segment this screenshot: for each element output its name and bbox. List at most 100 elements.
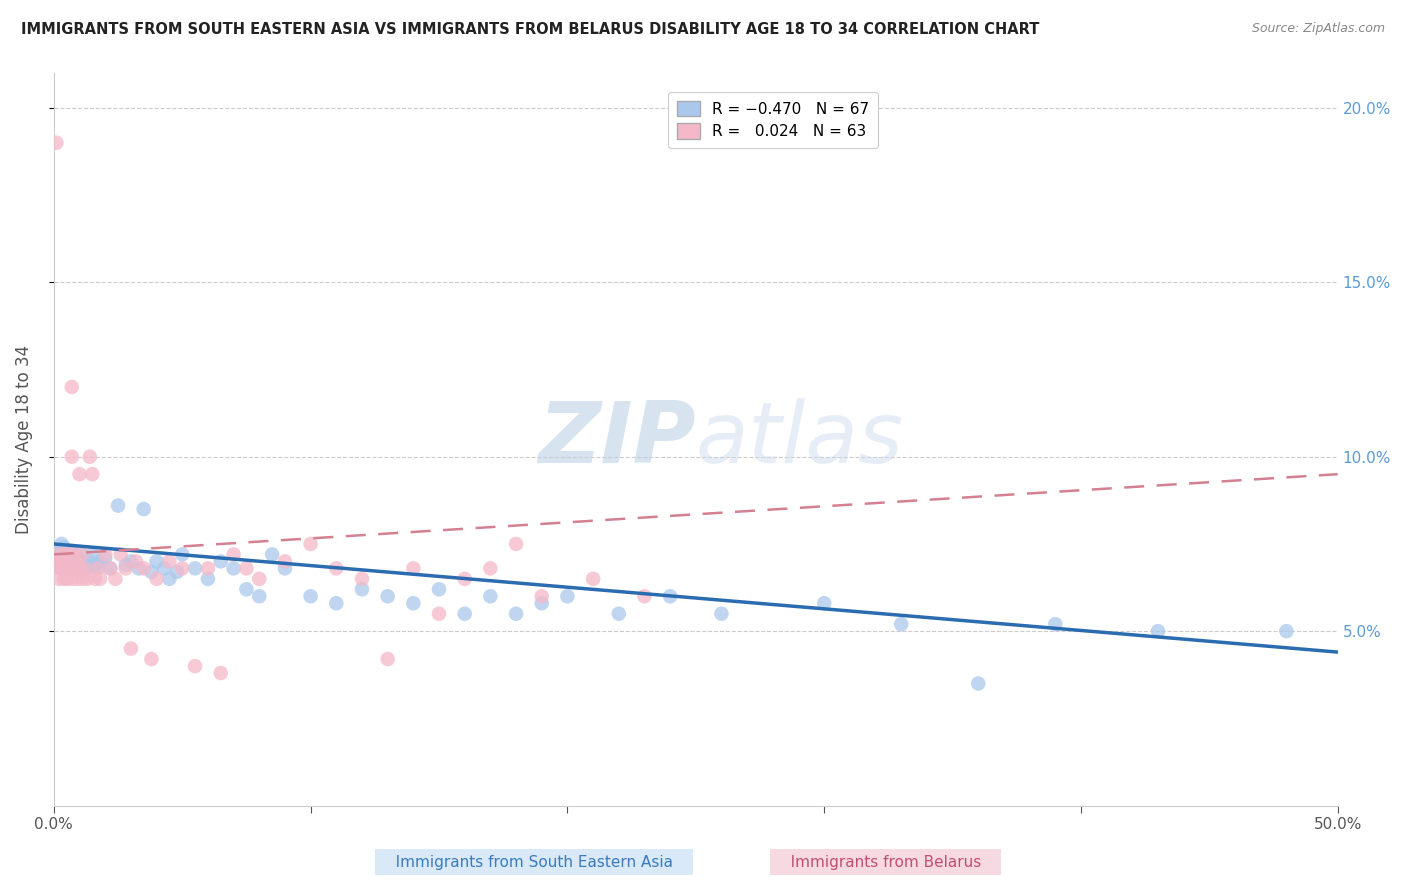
Point [222,548,245,562]
Point [247,572,270,586]
Point [262,548,284,562]
Point [505,607,527,621]
Point [73,561,96,575]
Point [63,548,86,562]
Point [79,450,101,464]
Point [132,502,155,516]
Point [69,561,91,575]
Point [86,561,108,575]
Point [48,548,70,562]
Point [209,554,232,568]
Point [299,589,322,603]
Point [98,561,121,575]
Point [813,596,835,610]
Point [967,676,990,690]
Point [84,558,107,572]
Point [299,537,322,551]
Point [247,589,270,603]
Point [55,554,77,568]
Point [82,467,104,482]
Point [153,561,176,575]
Point [505,537,527,551]
Point [1275,624,1298,639]
Point [70,548,93,562]
Point [60,544,83,558]
Point [89,572,111,586]
Point [58,550,80,565]
Point [45,136,67,150]
Text: ZIP: ZIP [538,398,696,481]
Text: Immigrants from Belarus: Immigrants from Belarus [776,855,995,870]
Point [53,541,76,555]
Point [53,572,76,586]
Point [70,572,93,586]
Point [274,554,297,568]
Point [63,561,86,575]
Point [157,572,180,586]
Point [350,572,373,586]
Point [76,561,98,575]
Point [1045,617,1067,632]
Point [76,572,98,586]
Point [427,582,450,597]
Point [70,548,93,562]
Point [98,561,121,575]
Point [114,561,136,575]
Point [454,572,477,586]
Point [557,589,579,603]
Point [55,572,77,586]
Point [235,561,257,575]
Text: Immigrants from South Eastern Asia: Immigrants from South Eastern Asia [381,855,688,870]
Point [582,572,605,586]
Point [377,589,399,603]
Point [141,565,163,579]
Point [710,607,733,621]
Point [107,499,129,513]
Point [48,548,70,562]
Point [66,554,89,568]
Point [89,554,111,568]
Point [79,554,101,568]
Text: atlas: atlas [696,398,904,481]
Point [184,659,207,673]
Point [427,607,450,621]
Point [141,652,163,666]
Point [350,582,373,597]
Point [209,666,232,681]
Point [66,572,89,586]
Point [69,467,91,482]
Point [890,617,912,632]
Point [607,607,630,621]
Point [110,548,132,562]
Point [63,554,86,568]
Point [55,548,77,562]
Legend: R = −0.470   N = 67, R =   0.024   N = 63: R = −0.470 N = 67, R = 0.024 N = 63 [668,92,879,148]
Point [659,589,682,603]
Point [125,554,148,568]
Point [274,561,297,575]
Point [1147,624,1170,639]
Point [166,565,188,579]
Point [530,596,553,610]
Point [104,572,127,586]
Point [145,554,167,568]
Point [184,561,207,575]
Point [145,572,167,586]
Point [197,561,219,575]
Point [51,561,73,575]
Point [58,561,80,575]
Point [402,561,425,575]
Point [377,652,399,666]
Point [120,554,142,568]
Point [172,561,194,575]
Point [479,589,502,603]
Y-axis label: Disability Age 18 to 34: Disability Age 18 to 34 [15,344,32,533]
Point [51,537,73,551]
Point [66,550,89,565]
Point [60,450,83,464]
Point [60,380,83,394]
Point [51,561,73,575]
Point [48,572,70,586]
Point [633,589,655,603]
Point [94,548,117,562]
